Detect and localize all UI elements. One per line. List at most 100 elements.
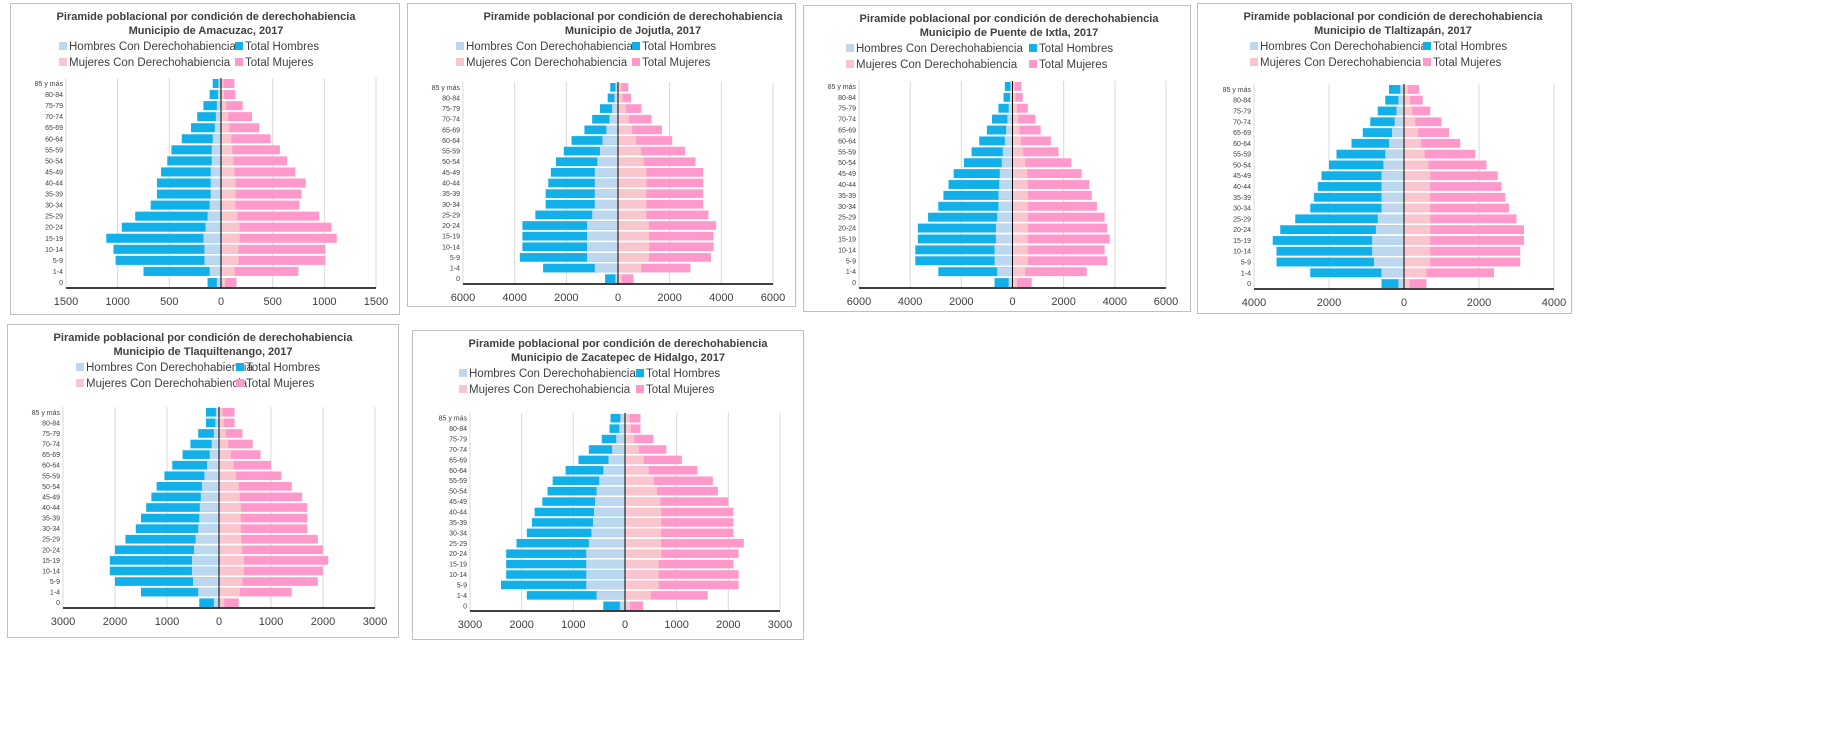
- legend-item: Hombres Con Derechohabiencia: [59, 41, 236, 53]
- y-tick-label: 70-74: [449, 447, 467, 454]
- y-tick-label: 15-19: [449, 562, 467, 569]
- bar-total-hombres: [915, 256, 1013, 266]
- bar-hombres-con-derechohabiencia: [217, 90, 221, 100]
- bar-total-mujeres: [1012, 256, 1108, 266]
- bar-mujeres-con-derechohabiencia: [618, 178, 647, 188]
- bar-hombres-con-derechohabiencia: [210, 189, 221, 199]
- bar-hombres-con-derechohabiencia: [586, 549, 625, 558]
- bar-hombres-con-derechohabiencia: [594, 168, 618, 177]
- bar-mujeres-con-derechohabiencia: [219, 471, 237, 481]
- y-tick-label: 85 y más: [439, 416, 468, 423]
- bar-total-mujeres: [1404, 138, 1461, 148]
- legend-item: Hombres Con Derechohabiencia: [456, 41, 633, 53]
- bar-total-mujeres: [219, 587, 292, 597]
- bar-total-mujeres: [1012, 114, 1036, 124]
- bar-mujeres-con-derechohabiencia: [625, 434, 635, 444]
- y-tick-label: 5-9: [450, 255, 460, 262]
- bar-total-mujeres: [618, 168, 704, 177]
- bar-total-mujeres: [618, 274, 634, 284]
- bar-total-hombres: [190, 439, 219, 449]
- bar-total-mujeres: [1404, 117, 1442, 127]
- chart-svg: Piramide poblacional por condición de de…: [828, 13, 1179, 308]
- bar-mujeres-con-derechohabiencia: [625, 507, 662, 517]
- bar-total-mujeres: [625, 580, 739, 590]
- bar-hombres-con-derechohabiencia: [587, 231, 618, 241]
- legend-swatch: [59, 58, 67, 66]
- bar-total-hombres: [151, 492, 219, 502]
- bar-hombres-con-derechohabiencia: [216, 101, 221, 111]
- y-tick-label: 75-79: [449, 437, 467, 444]
- bar-total-mujeres: [618, 231, 714, 241]
- y-tick-label: 30-34: [442, 202, 460, 209]
- chart-svg: Piramide poblacional por condición de de…: [32, 332, 388, 628]
- chart-panel-amacuzac: Piramide poblacional por condición de de…: [10, 3, 400, 315]
- bar-total-hombres: [526, 591, 625, 600]
- bar-total-mujeres: [625, 549, 739, 558]
- bar-total-hombres: [610, 413, 625, 423]
- bar-total-hombres: [141, 513, 219, 523]
- bar-hombres-con-derechohabiencia: [594, 178, 618, 188]
- bar-total-mujeres: [1404, 268, 1494, 278]
- y-tick-label: 50-54: [838, 160, 856, 167]
- bar-total-mujeres: [219, 524, 308, 533]
- bar-total-hombres: [522, 242, 618, 252]
- bar-mujeres-con-derechohabiencia: [1404, 171, 1431, 181]
- bar-mujeres-con-derechohabiencia: [625, 466, 649, 475]
- bar-total-mujeres: [625, 528, 734, 538]
- bar-hombres-con-derechohabiencia: [620, 413, 625, 423]
- x-tick-label: 1000: [664, 619, 688, 631]
- bar-mujeres-con-derechohabiencia: [618, 125, 633, 135]
- bar-mujeres-con-derechohabiencia: [1012, 190, 1028, 200]
- y-tick-label: 1-4: [457, 593, 467, 600]
- bar-hombres-con-derechohabiencia: [596, 591, 625, 600]
- bar-mujeres-con-derechohabiencia: [625, 445, 639, 454]
- bar-mujeres-con-derechohabiencia: [221, 189, 236, 199]
- y-tick-label: 85 y más: [35, 81, 64, 88]
- bar-hombres-con-derechohabiencia: [997, 212, 1013, 222]
- bar-hombres-con-derechohabiencia: [218, 78, 221, 89]
- legend-swatch: [632, 42, 640, 50]
- bar-total-hombres: [563, 146, 618, 156]
- bar-total-mujeres: [1012, 81, 1022, 91]
- bar-total-mujeres: [618, 146, 686, 156]
- bar-mujeres-con-derechohabiencia: [625, 424, 631, 433]
- y-tick-label: 10-14: [42, 568, 60, 575]
- bar-total-mujeres: [625, 466, 698, 475]
- bar-hombres-con-derechohabiencia: [216, 277, 221, 288]
- bar-mujeres-con-derechohabiencia: [219, 513, 241, 523]
- chart-svg: Piramide poblacional por condición de de…: [1223, 11, 1567, 309]
- bar-total-mujeres: [1012, 190, 1092, 200]
- bar-mujeres-con-derechohabiencia: [618, 146, 642, 156]
- bar-mujeres-con-derechohabiencia: [1404, 225, 1431, 235]
- bar-total-mujeres: [618, 199, 704, 209]
- bar-total-mujeres: [219, 534, 318, 544]
- x-tick-label: 2000: [716, 619, 740, 631]
- x-tick-label: 4000: [898, 296, 922, 308]
- x-tick-label: 2000: [949, 296, 973, 308]
- legend-swatch: [1423, 42, 1431, 50]
- bar-mujeres-con-derechohabiencia: [1404, 214, 1431, 224]
- bar-total-mujeres: [1012, 212, 1105, 222]
- bar-mujeres-con-derechohabiencia: [618, 189, 647, 198]
- bar-hombres-con-derechohabiencia: [207, 211, 221, 221]
- bar-hombres-con-derechohabiencia: [1377, 214, 1404, 224]
- bar-hombres-con-derechohabiencia: [212, 134, 221, 144]
- y-tick-label: 55-59: [45, 147, 63, 154]
- bar-mujeres-con-derechohabiencia: [219, 460, 234, 470]
- bar-total-mujeres: [625, 486, 718, 496]
- bar-mujeres-con-derechohabiencia: [625, 580, 659, 590]
- bar-total-hombres: [121, 222, 221, 232]
- y-tick-label: 40-44: [838, 182, 856, 189]
- bar-total-hombres: [156, 189, 221, 199]
- bar-total-mujeres: [221, 244, 326, 254]
- bar-mujeres-con-derechohabiencia: [221, 123, 230, 133]
- bar-mujeres-con-derechohabiencia: [618, 82, 622, 92]
- bar-mujeres-con-derechohabiencia: [219, 450, 231, 459]
- x-tick-label: 2000: [509, 619, 533, 631]
- y-tick-label: 80-84: [442, 95, 460, 102]
- bar-total-hombres: [506, 549, 625, 558]
- bar-total-hombres: [584, 125, 618, 135]
- bar-mujeres-con-derechohabiencia: [1404, 84, 1409, 94]
- chart-subtitle: Municipio de Zacatepec de Hidalgo, 2017: [511, 352, 725, 364]
- x-tick-label: 3000: [51, 616, 75, 628]
